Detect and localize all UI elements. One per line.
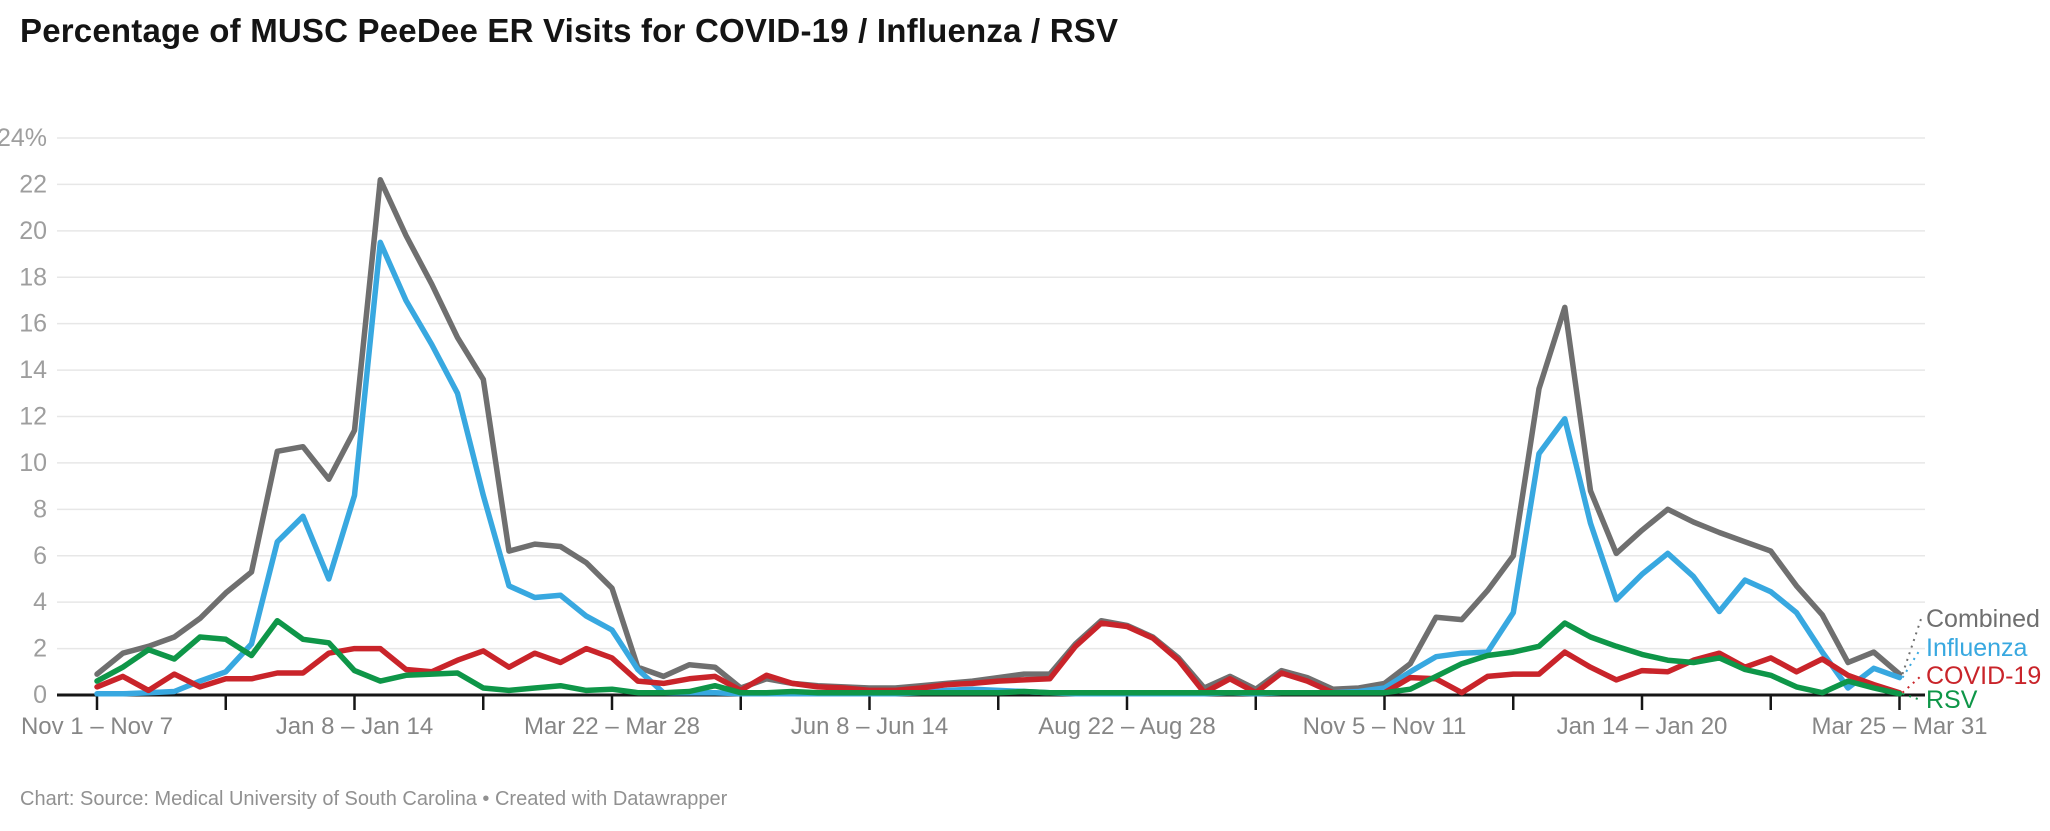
- y-axis-tick-label: 18: [19, 263, 47, 291]
- y-axis-tick-label: 0: [33, 681, 47, 709]
- x-axis-tick-label: Nov 5 – Nov 11: [1303, 713, 1467, 740]
- y-axis-tick-label: 22: [19, 170, 47, 198]
- legend-label-influenza: Influenza: [1926, 634, 2028, 662]
- legend-leader-combined: [1901, 618, 1922, 675]
- y-axis-tick-label: 14: [19, 356, 47, 384]
- legend-leader-influenza: [1901, 647, 1922, 679]
- y-axis-tick-label: 24%: [0, 124, 47, 152]
- x-axis-tick-label: Jan 14 – Jan 20: [1557, 713, 1728, 740]
- chart-title: Percentage of MUSC PeeDee ER Visits for …: [20, 12, 1119, 49]
- series-line-combined: [94, 177, 1903, 692]
- x-axis-tick-label: Mar 25 – Mar 31: [1811, 713, 1987, 740]
- legend-leader-covid-19: [1901, 675, 1922, 694]
- x-axis-tick-label: Mar 22 – Mar 28: [524, 713, 700, 740]
- y-axis-tick-label: 20: [19, 217, 47, 245]
- x-axis-tick-label: Jun 8 – Jun 14: [791, 713, 948, 740]
- y-axis-tick-label: 10: [19, 449, 47, 477]
- y-axis-tick-label: 4: [33, 588, 47, 616]
- series-line-rsv: [94, 617, 1903, 697]
- legend-label-combined: Combined: [1926, 605, 2040, 633]
- legend-label-rsv: RSV: [1926, 686, 1978, 714]
- y-axis-tick-label: 8: [33, 495, 47, 523]
- y-axis-tick-label: 12: [19, 403, 47, 431]
- y-axis-tick-label: 2: [33, 635, 47, 663]
- x-axis-tick-label: Nov 1 – Nov 7: [21, 713, 173, 740]
- y-axis-tick-label: 6: [33, 542, 47, 570]
- y-axis-tick-label: 16: [19, 310, 47, 338]
- x-axis-tick-label: Aug 22 – Aug 28: [1038, 713, 1216, 740]
- legend-label-covid-19: COVID-19: [1926, 662, 2041, 690]
- x-axis-tick-label: Jan 8 – Jan 14: [276, 713, 433, 740]
- chart-footer-attribution: Chart: Source: Medical University of Sou…: [20, 788, 728, 810]
- series-line-covid-19: [94, 620, 1903, 696]
